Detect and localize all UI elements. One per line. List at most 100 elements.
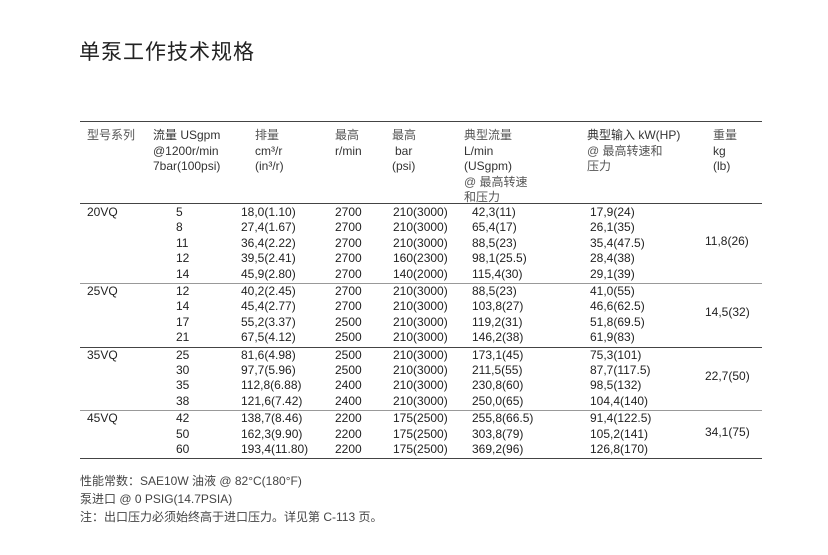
typical-flow-cell: 255,8(66.5) — [472, 411, 534, 426]
displacement-cell: 27,4(1.67) — [241, 220, 296, 235]
flow-cell: 14 — [176, 299, 190, 314]
typical-flow-cell: 88,5(23) — [472, 235, 517, 250]
flow-cell: 30 — [176, 363, 190, 377]
flow-cell: 8 — [176, 220, 183, 235]
input-cell: 28,4(38) — [590, 251, 635, 266]
table-row: 30 97,7(5.96) 2500 210(3000) 211,5(55) 87,7(1… — [80, 363, 762, 378]
typical-flow-cell: 98,1(25.5) — [472, 251, 527, 266]
speed-cell: 2400 — [335, 393, 362, 408]
group-separator — [80, 346, 762, 348]
flow-cell: 14 — [176, 266, 190, 281]
table-row: 35 112,8(6.88) 2400 210(3000) 230,8(60) 98,5(… — [80, 378, 762, 393]
page-title: 单泵工作技术规格 — [79, 41, 255, 64]
typical-flow-cell: 146,2(38) — [472, 330, 524, 345]
input-cell: 46,6(62.5) — [590, 299, 645, 314]
table-row: 12 40,2(2.45) 2700 210(3000) 88,5(23) 41,0(55… — [80, 284, 762, 299]
displacement-cell: 97,7(5.96) — [241, 363, 296, 377]
flow-cell: 35 — [176, 378, 190, 393]
speed-cell: 2200 — [335, 411, 362, 426]
table-row: 21 67,5(4.12) 2500 210(3000) 146,2(38) 61,9(8… — [80, 330, 762, 345]
input-cell: 41,0(55) — [590, 284, 635, 298]
header-speed: 最高 r/min — [335, 128, 362, 158]
typical-flow-cell: 88,5(23) — [472, 284, 517, 298]
table-row: 11 36,4(2.22) 2700 210(3000) 88,5(23) 35,4(47… — [80, 236, 762, 251]
table-row: 60 193,4(11.80) 2200 175(2500) 369,2(96) 126,… — [80, 442, 762, 457]
table-row: 42 138,7(8.46) 2200 175(2500) 255,8(66.5) 91,… — [80, 411, 762, 426]
pressure-cell: 175(2500) — [393, 442, 448, 456]
typical-flow-cell: 250,0(65) — [472, 393, 524, 408]
input-cell: 91,4(122.5) — [590, 411, 652, 426]
pressure-cell: 210(3000) — [393, 299, 448, 314]
typical-flow-cell: 303,8(79) — [472, 426, 524, 441]
note-performance: 性能常数：SAE10W 油液 @ 82°C(180°F) — [80, 474, 302, 488]
displacement-cell: 162,3(9.90) — [241, 426, 303, 441]
pressure-cell: 210(3000) — [393, 220, 448, 235]
input-cell: 75,3(101) — [590, 347, 642, 362]
flow-cell: 60 — [176, 442, 190, 456]
pressure-cell: 210(3000) — [393, 314, 448, 329]
typical-flow-cell: 115,4(30) — [472, 266, 523, 281]
typical-flow-cell: 119,2(31) — [472, 314, 523, 329]
speed-cell: 2700 — [335, 266, 362, 281]
table-row: 50 162,3(9.90) 2200 175(2500) 303,8(79) 105,2… — [80, 427, 762, 442]
displacement-cell: 138,7(8.46) — [241, 411, 303, 426]
displacement-cell: 45,4(2.77) — [241, 299, 296, 314]
model-series: 35VQ — [87, 347, 118, 362]
header-typical-flow: 典型流量 L/min (USgpm) @ 最高转速 和压力 — [464, 128, 528, 204]
flow-cell: 12 — [176, 251, 190, 266]
input-cell: 104,4(140) — [590, 393, 649, 408]
pressure-cell: 160(2300) — [393, 251, 448, 266]
header-weight: 重量 kg (lb) — [713, 128, 738, 173]
group-separator — [80, 410, 762, 412]
table-row: 17 55,2(3.37) 2500 210(3000) 119,2(31) 51,8(6… — [80, 315, 762, 330]
table-row: 8 27,4(1.67) 2700 210(3000) 65,4(17) 26,1(35) — [80, 220, 762, 235]
displacement-cell: 112,8(6.88) — [241, 378, 302, 393]
header-bottom-rule — [80, 203, 762, 204]
table-row: 14 45,9(2.80) 2700 140(2000) 115,4(30) 29,1(3… — [80, 267, 762, 282]
flow-cell: 42 — [176, 411, 190, 426]
table-bottom-rule — [80, 458, 762, 460]
pressure-cell: 210(3000) — [393, 205, 448, 219]
input-cell: 105,2(141) — [590, 426, 649, 441]
table-row: 14 45,4(2.77) 2700 210(3000) 103,8(27) 46,6(6… — [80, 299, 762, 314]
displacement-cell: 36,4(2.22) — [241, 235, 296, 250]
displacement-cell: 67,5(4.12) — [241, 330, 296, 345]
typical-flow-cell: 173,1(45) — [472, 347, 524, 362]
pressure-cell: 175(2500) — [393, 426, 448, 441]
pressure-cell: 210(3000) — [393, 393, 448, 408]
flow-cell: 11 — [176, 235, 189, 250]
speed-cell: 2500 — [335, 314, 362, 329]
weight-cell: 34,1(75) — [705, 424, 750, 439]
input-cell: 87,7(117.5) — [590, 363, 651, 377]
table-row: 38 121,6(7.42) 2400 210(3000) 250,0(65) 104,4… — [80, 394, 762, 409]
speed-cell: 2700 — [335, 299, 362, 314]
displacement-cell: 121,6(7.42) — [241, 393, 303, 408]
note-outlet: 注：出口压力必须始终高于进口压力。详见第 C-113 页。 — [80, 510, 383, 524]
speed-cell: 2700 — [335, 205, 362, 219]
input-cell: 126,8(170) — [590, 442, 649, 456]
input-cell: 35,4(47.5) — [590, 235, 645, 250]
input-cell: 17,9(24) — [590, 205, 635, 219]
model-series: 20VQ — [87, 205, 118, 219]
flow-cell: 50 — [176, 426, 190, 441]
pressure-cell: 175(2500) — [393, 411, 448, 426]
model-series: 45VQ — [87, 411, 118, 426]
typical-flow-cell: 103,8(27) — [472, 299, 524, 314]
pressure-cell: 140(2000) — [393, 266, 448, 281]
displacement-cell: 40,2(2.45) — [241, 284, 296, 298]
typical-flow-cell: 42,3(11) — [472, 205, 516, 219]
speed-cell: 2700 — [335, 235, 362, 250]
speed-cell: 2700 — [335, 284, 362, 298]
input-cell: 61,9(83) — [590, 330, 635, 345]
model-series: 25VQ — [87, 284, 118, 298]
speed-cell: 2700 — [335, 251, 362, 266]
flow-cell: 17 — [176, 314, 190, 329]
table-row: 5 18,0(1.10) 2700 210(3000) 42,3(11) 17,9(24) — [80, 205, 762, 220]
pressure-cell: 210(3000) — [393, 284, 448, 298]
table-row: 12 39,5(2.41) 2700 160(2300) 98,1(25.5) 28,4(… — [80, 251, 762, 266]
speed-cell: 2400 — [335, 378, 362, 393]
table-top-rule — [80, 121, 762, 122]
weight-cell: 22,7(50) — [705, 368, 750, 383]
displacement-cell: 193,4(11.80) — [241, 442, 309, 456]
header-model: 型号系列 — [87, 128, 136, 142]
